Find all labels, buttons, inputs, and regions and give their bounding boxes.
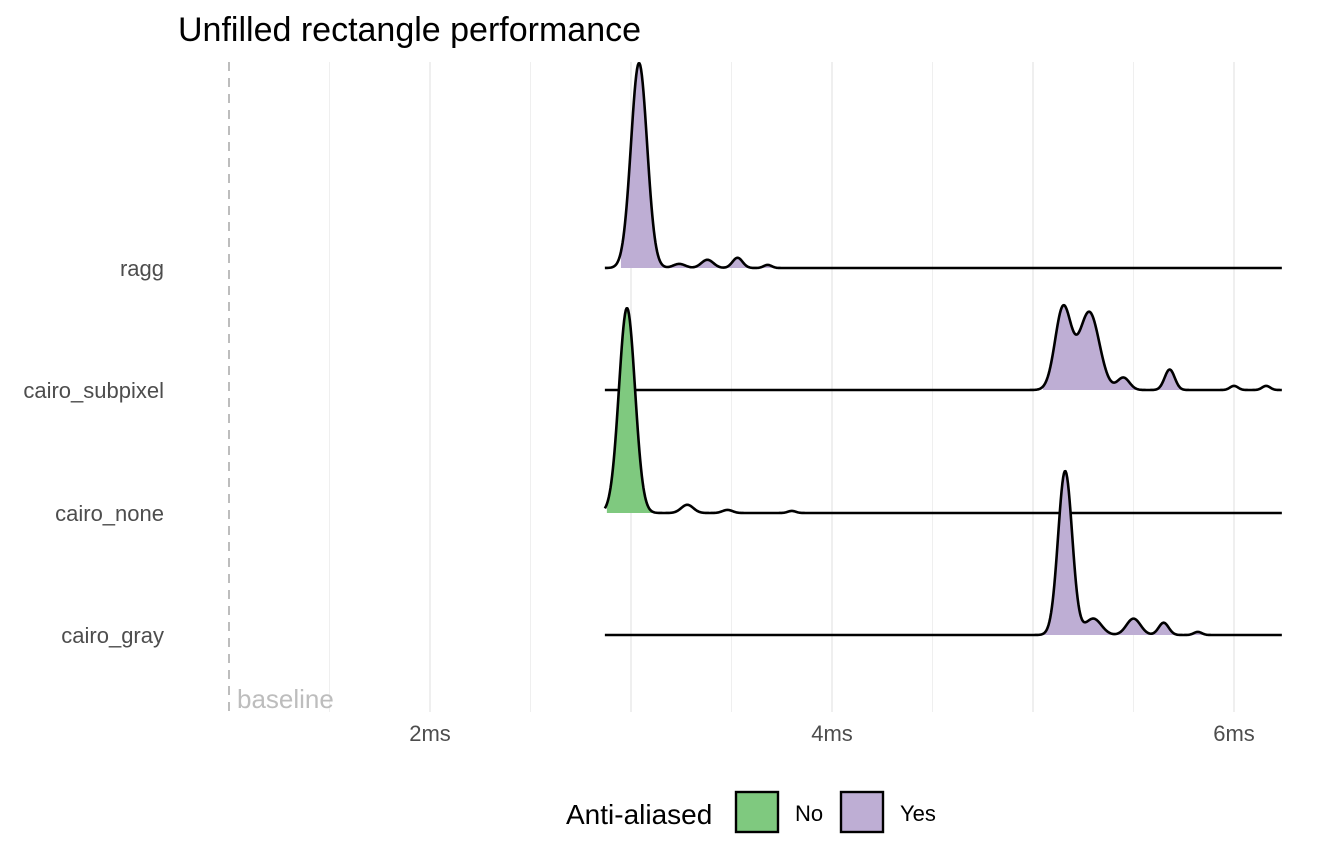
x-axis-labels: 2ms 4ms 6ms	[409, 721, 1255, 746]
ridge-outline	[604, 469, 1283, 637]
ridge-fill	[606, 308, 672, 513]
ridges	[603, 61, 1283, 637]
legend: Anti-aliased No Yes	[566, 790, 936, 834]
x-tick-label: 6ms	[1213, 721, 1255, 746]
y-tick-label: cairo_gray	[61, 623, 164, 648]
ridge-fill	[1043, 305, 1194, 390]
legend-title: Anti-aliased	[566, 799, 712, 830]
y-tick-label: cairo_none	[55, 501, 164, 526]
legend-label: No	[795, 801, 823, 826]
legend-key-no	[734, 790, 780, 834]
y-axis-labels: ragg cairo_subpixel cairo_none cairo_gray	[23, 256, 164, 648]
ridge-cairo_subpixel	[604, 303, 1283, 392]
ridge-cairo_gray	[604, 469, 1283, 637]
y-tick-label: cairo_subpixel	[23, 378, 164, 403]
ridge-fill	[1043, 471, 1204, 635]
legend-key-yes	[839, 790, 885, 834]
ridge-cairo_none	[603, 306, 1283, 515]
chart-title: Unfilled rectangle performance	[178, 11, 641, 49]
ridge-outline	[604, 61, 1283, 270]
y-tick-label: ragg	[120, 256, 164, 281]
baseline-marker: baseline	[228, 62, 334, 714]
ridge-outline	[604, 303, 1283, 392]
ridge-outline	[603, 306, 1283, 515]
x-tick-label: 2ms	[409, 721, 451, 746]
ridge-ragg	[604, 61, 1283, 270]
baseline-label: baseline	[237, 684, 334, 714]
legend-label: Yes	[900, 801, 936, 826]
x-tick-label: 4ms	[811, 721, 853, 746]
